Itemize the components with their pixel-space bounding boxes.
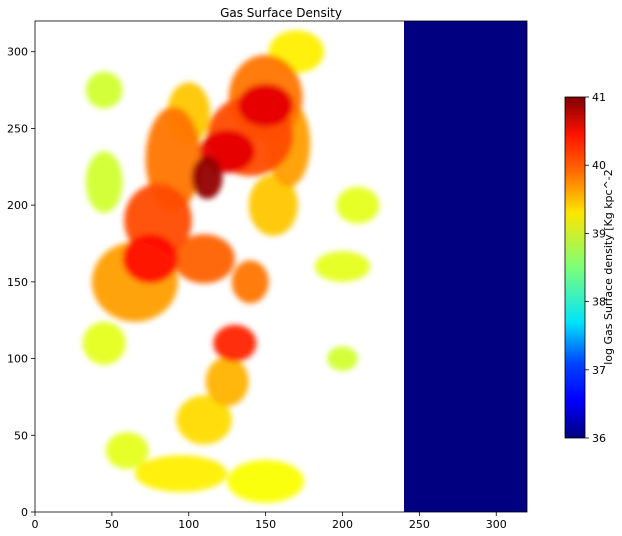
colorbar: 36 37 38 39 40 41 log Gas Surface density [Kg… — [564, 91, 615, 445]
density-blob — [82, 321, 126, 365]
y-tick-label: 50 — [14, 429, 28, 442]
y-tick-label: 300 — [7, 46, 28, 59]
colorbar-tick-label: 37 — [592, 364, 606, 377]
y-tick-label: 0 — [21, 506, 28, 519]
y-tick-label: 100 — [7, 353, 28, 366]
density-blob — [248, 174, 298, 236]
density-field — [82, 30, 380, 503]
density-blob — [213, 324, 257, 362]
x-axis: 0 50 100 150 200 250 300 — [32, 512, 507, 531]
x-tick-label: 100 — [178, 518, 199, 531]
x-tick-label: 50 — [105, 518, 119, 531]
colorbar-gradient — [564, 96, 586, 439]
density-blob — [85, 151, 123, 213]
colorbar-tick-label: 38 — [592, 296, 606, 309]
x-tick-label: 250 — [409, 518, 430, 531]
density-blob — [237, 83, 294, 127]
density-blob — [105, 432, 149, 470]
colorbar-ticks: 36 37 38 39 40 41 — [585, 91, 606, 445]
density-blob — [134, 455, 228, 493]
x-tick-label: 150 — [255, 518, 276, 531]
density-blob — [336, 186, 380, 224]
density-blob — [191, 156, 223, 199]
density-blob — [122, 234, 178, 284]
colorbar-tick-label: 36 — [592, 432, 606, 445]
density-blob — [231, 260, 269, 304]
y-tick-label: 150 — [7, 276, 28, 289]
density-blob — [173, 234, 235, 284]
y-tick-label: 250 — [7, 122, 28, 135]
chart-title: Gas Surface Density — [220, 6, 342, 20]
density-blob — [176, 395, 232, 445]
density-blob — [327, 346, 358, 371]
plot-area — [35, 21, 527, 512]
colorbar-label: log Gas Surface density [Kg kpc^-2 — [602, 169, 615, 365]
masked-uniform-band — [404, 21, 527, 512]
density-blob — [314, 251, 371, 282]
x-tick-label: 0 — [32, 518, 39, 531]
colorbar-tick-label: 39 — [592, 227, 606, 240]
density-blob — [227, 459, 305, 503]
density-blob — [205, 357, 249, 407]
density-blob — [85, 71, 123, 109]
colorbar-tick-label: 41 — [592, 91, 606, 104]
x-tick-label: 300 — [486, 518, 507, 531]
plot-frame — [34, 20, 528, 513]
y-axis: 0 50 100 150 200 250 300 — [7, 46, 35, 519]
y-tick-label: 200 — [7, 199, 28, 212]
x-tick-label: 200 — [332, 518, 353, 531]
colorbar-tick-label: 40 — [592, 159, 606, 172]
